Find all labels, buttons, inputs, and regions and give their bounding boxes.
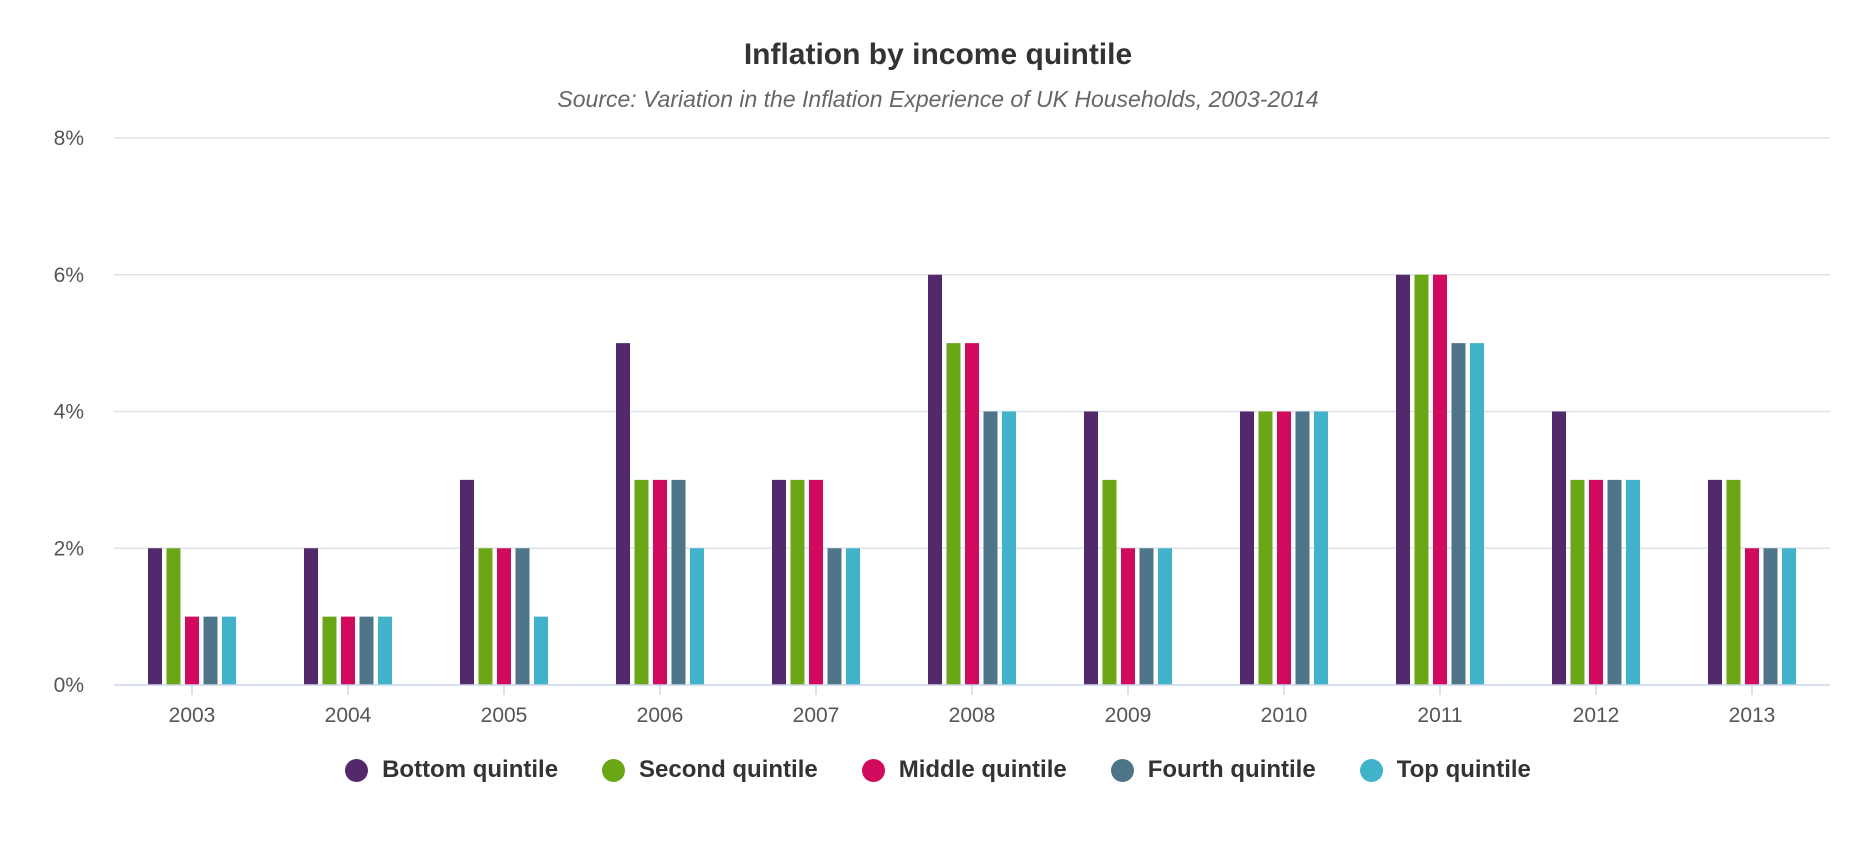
bar-top-quintile-2006[interactable] [690, 548, 704, 685]
bar-top-quintile-2010[interactable] [1314, 411, 1328, 686]
bar-middle-quintile-2011[interactable] [1433, 274, 1447, 685]
x-tick-label: 2006 [637, 704, 684, 727]
y-tick-label: 6% [54, 264, 84, 287]
bar-middle-quintile-2012[interactable] [1589, 479, 1603, 685]
legend-item-fourth-quintile[interactable]: Fourth quintile [1110, 756, 1316, 784]
bar-top-quintile-2007[interactable] [846, 548, 860, 685]
bar-second-quintile-2003[interactable] [166, 548, 181, 685]
bars [148, 274, 1796, 686]
legend-item-top-quintile[interactable]: Top quintile [1359, 756, 1531, 784]
x-tick-label: 2010 [1261, 704, 1308, 727]
bar-bottom-quintile-2012[interactable] [1552, 411, 1566, 686]
bar-middle-quintile-2004[interactable] [341, 616, 355, 685]
bar-top-quintile-2012[interactable] [1626, 479, 1640, 685]
bar-bottom-quintile-2006[interactable] [616, 343, 630, 685]
x-tick-label: 2004 [325, 704, 372, 727]
legend-marker-icon [1110, 758, 1134, 782]
bar-middle-quintile-2006[interactable] [653, 479, 667, 685]
bar-fourth-quintile-2004[interactable] [359, 616, 374, 685]
bar-second-quintile-2004[interactable] [322, 616, 337, 685]
bar-second-quintile-2012[interactable] [1570, 479, 1585, 685]
bar-middle-quintile-2005[interactable] [497, 548, 511, 685]
bar-bottom-quintile-2009[interactable] [1084, 411, 1098, 686]
bar-bottom-quintile-2011[interactable] [1396, 274, 1410, 685]
bar-top-quintile-2009[interactable] [1158, 548, 1172, 685]
bar-second-quintile-2007[interactable] [790, 479, 805, 685]
bar-fourth-quintile-2010[interactable] [1295, 411, 1310, 686]
y-tick-label: 2% [54, 537, 84, 560]
bar-bottom-quintile-2005[interactable] [460, 479, 474, 685]
bar-second-quintile-2010[interactable] [1258, 411, 1273, 686]
bar-fourth-quintile-2006[interactable] [671, 479, 686, 685]
chart-title: Inflation by income quintile [743, 38, 1133, 71]
legend-marker-icon [345, 758, 369, 782]
bar-second-quintile-2006[interactable] [634, 479, 649, 685]
bar-bottom-quintile-2003[interactable] [148, 548, 162, 685]
bar-middle-quintile-2008[interactable] [965, 343, 979, 685]
bar-bottom-quintile-2008[interactable] [928, 274, 942, 685]
legend-label: Middle quintile [898, 756, 1067, 783]
bar-fourth-quintile-2008[interactable] [983, 411, 998, 686]
bar-middle-quintile-2007[interactable] [809, 479, 823, 685]
x-axis: 2003 2004 2005 2006 2007 2008 2009 2010 2011 2012… [114, 684, 1830, 727]
legend-item-second-quintile[interactable]: Second quintile [602, 756, 818, 784]
x-tick-label: 2003 [169, 704, 216, 727]
bar-second-quintile-2013[interactable] [1726, 479, 1741, 685]
bar-fourth-quintile-2003[interactable] [203, 616, 218, 685]
legend-marker-icon [861, 758, 885, 782]
bar-fourth-quintile-2009[interactable] [1139, 548, 1154, 685]
bar-middle-quintile-2013[interactable] [1745, 548, 1759, 685]
bar-top-quintile-2011[interactable] [1470, 343, 1484, 685]
y-tick-label: 0% [54, 674, 84, 697]
bar-top-quintile-2008[interactable] [1002, 411, 1016, 686]
bar-second-quintile-2005[interactable] [478, 548, 493, 685]
y-tick-label: 8% [54, 127, 84, 150]
legend: Bottom quintile Second quintile Middle qui… [0, 756, 1876, 784]
x-tick-label: 2013 [1729, 704, 1776, 727]
bar-fourth-quintile-2007[interactable] [827, 548, 842, 685]
x-tick-label: 2005 [481, 704, 528, 727]
bar-second-quintile-2009[interactable] [1102, 479, 1117, 685]
legend-label: Second quintile [639, 756, 818, 783]
bar-top-quintile-2005[interactable] [534, 616, 548, 685]
legend-item-bottom-quintile[interactable]: Bottom quintile [345, 756, 558, 784]
x-tick-label: 2008 [949, 704, 996, 727]
x-tick-label: 2009 [1105, 704, 1152, 727]
x-tick-label: 2012 [1573, 704, 1620, 727]
y-axis-ticks: 0% 2% 4% 6% 8% [54, 127, 84, 697]
bar-fourth-quintile-2005[interactable] [515, 548, 530, 685]
bar-fourth-quintile-2013[interactable] [1763, 548, 1778, 685]
legend-label: Bottom quintile [382, 756, 559, 783]
bar-top-quintile-2003[interactable] [222, 616, 236, 685]
bar-second-quintile-2011[interactable] [1414, 274, 1429, 685]
legend-marker-icon [1359, 758, 1383, 782]
x-tick-label: 2011 [1417, 704, 1462, 727]
bar-fourth-quintile-2011[interactable] [1451, 343, 1466, 685]
bar-bottom-quintile-2010[interactable] [1240, 411, 1254, 686]
bar-fourth-quintile-2012[interactable] [1607, 479, 1622, 685]
bar-top-quintile-2004[interactable] [378, 616, 392, 685]
bar-bottom-quintile-2013[interactable] [1708, 479, 1722, 685]
bar-bottom-quintile-2004[interactable] [304, 548, 318, 685]
legend-marker-icon [602, 758, 626, 782]
bar-second-quintile-2008[interactable] [946, 343, 961, 685]
y-tick-label: 4% [54, 401, 84, 424]
bar-bottom-quintile-2007[interactable] [772, 479, 786, 685]
bar-middle-quintile-2010[interactable] [1277, 411, 1291, 686]
x-tick-label: 2007 [793, 704, 840, 727]
bar-top-quintile-2013[interactable] [1782, 548, 1796, 685]
legend-label: Top quintile [1396, 756, 1531, 783]
chart-subtitle: Source: Variation in the Inflation Exper… [557, 86, 1319, 112]
legend-item-middle-quintile[interactable]: Middle quintile [861, 756, 1067, 784]
legend-label: Fourth quintile [1147, 756, 1316, 783]
bar-middle-quintile-2003[interactable] [185, 616, 199, 685]
bar-middle-quintile-2009[interactable] [1121, 548, 1135, 685]
